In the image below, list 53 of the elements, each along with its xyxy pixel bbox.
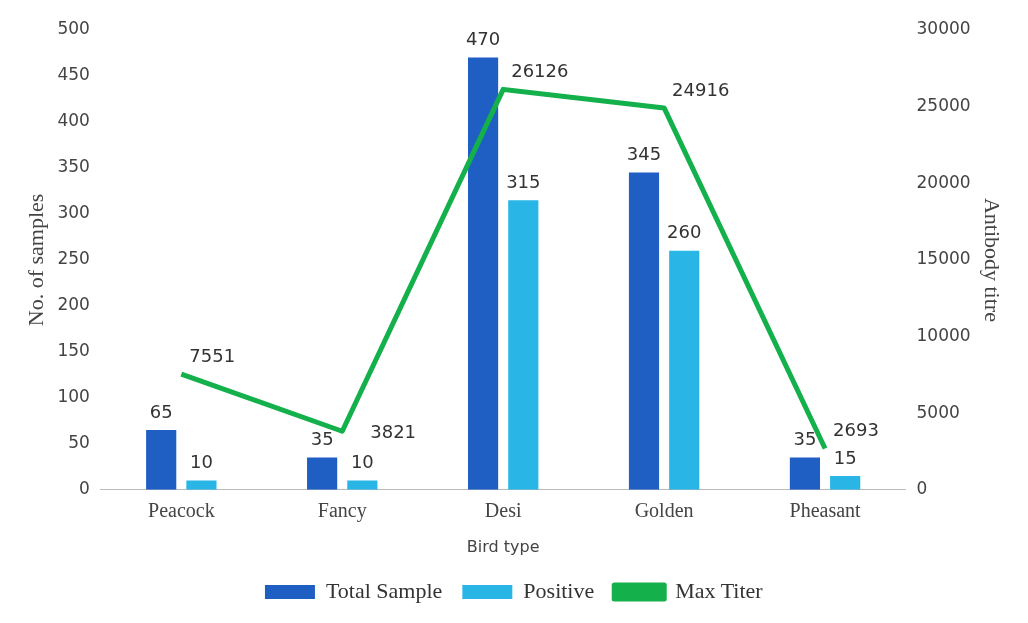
data-label: 26126 — [511, 60, 569, 82]
y2-tick-label: 30000 — [916, 18, 971, 39]
data-label: 35 — [310, 428, 334, 450]
data-label: 10 — [189, 451, 213, 473]
legend-label: Total Sample — [325, 577, 443, 603]
bar — [669, 250, 700, 490]
y-tick-label: 350 — [57, 156, 90, 177]
y-tick-label: 100 — [57, 386, 90, 407]
y-axis-title: No. of samples — [22, 193, 48, 327]
data-label: 65 — [149, 400, 173, 422]
data-label: 2693 — [833, 419, 879, 441]
bar — [146, 430, 177, 490]
bar — [508, 200, 539, 490]
bar — [186, 480, 217, 490]
bar — [789, 457, 821, 490]
x-tick-label: Golden — [634, 499, 694, 522]
y2-tick-label: 0 — [916, 478, 928, 499]
y2-tick-label: 10000 — [916, 324, 971, 345]
y-tick-label: 450 — [57, 64, 90, 85]
legend-label: Positive — [523, 577, 595, 603]
bar — [467, 57, 499, 490]
data-label: 345 — [626, 143, 662, 165]
data-label: 260 — [667, 221, 702, 243]
x-axis-title: Bird type — [466, 536, 540, 556]
y2-tick-label: 5000 — [916, 401, 960, 422]
data-label: 35 — [793, 428, 817, 450]
data-label: 3821 — [370, 420, 417, 442]
x-tick-label: Pheasant — [789, 499, 862, 522]
y2-tick-label: 20000 — [916, 171, 971, 192]
y-tick-label: 300 — [57, 202, 90, 223]
y2-axis-title: Antibody titre — [980, 197, 1006, 322]
x-tick-label: Peacock — [147, 499, 215, 522]
y-tick-label: 200 — [57, 294, 90, 315]
y-tick-label: 0 — [79, 478, 90, 499]
data-label: 315 — [506, 170, 541, 192]
y-tick-label: 500 — [57, 18, 90, 39]
data-label: 15 — [833, 446, 857, 468]
x-tick-label: Fancy — [317, 499, 367, 523]
bar — [307, 457, 338, 490]
y-tick-label: 150 — [57, 340, 90, 361]
data-label: 470 — [465, 28, 501, 50]
data-label: 24916 — [672, 78, 730, 100]
legend-label: Max Titer — [675, 577, 764, 603]
data-label: 7551 — [189, 344, 236, 366]
data-label: 10 — [350, 451, 374, 473]
y-tick-label: 50 — [68, 432, 90, 453]
y-tick-label: 250 — [57, 248, 90, 269]
y2-tick-label: 15000 — [916, 248, 971, 269]
x-tick-label: Desi — [484, 499, 522, 522]
y2-tick-label: 25000 — [916, 95, 971, 116]
y-tick-label: 400 — [57, 110, 90, 131]
bar — [628, 172, 660, 490]
bar — [830, 476, 861, 490]
